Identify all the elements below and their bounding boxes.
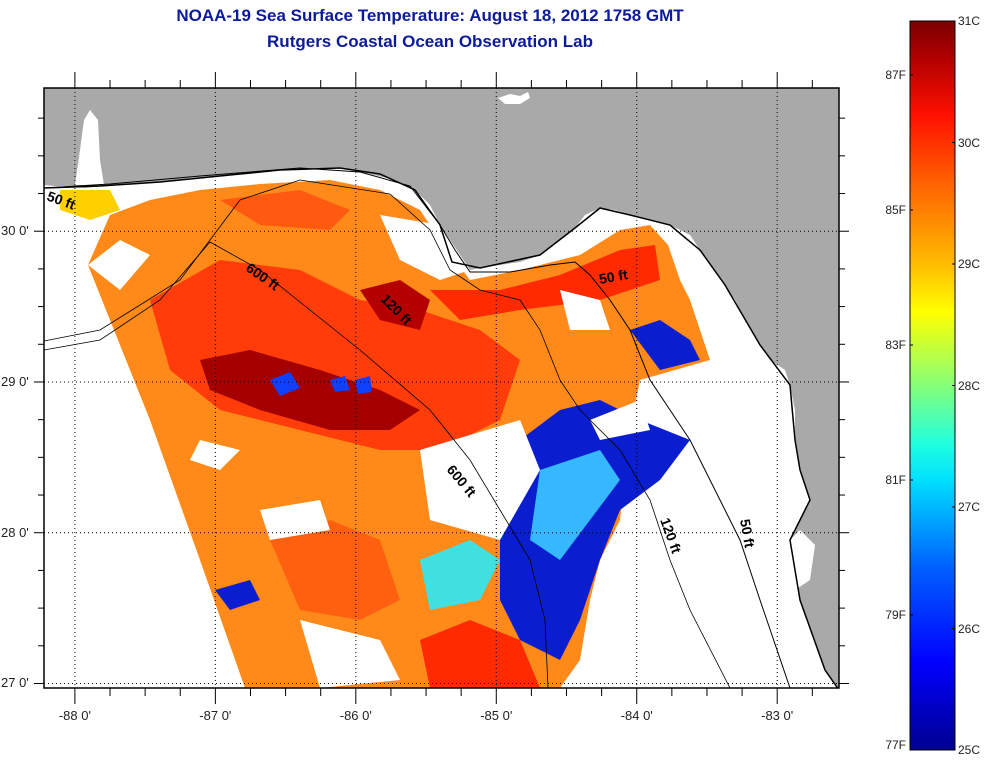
coastline <box>44 167 839 688</box>
cloud-patch <box>300 620 400 688</box>
colorbar-label-fahrenheit: 83F <box>885 338 906 352</box>
colorbar-label-fahrenheit: 87F <box>885 68 906 82</box>
colorbar <box>909 20 956 751</box>
axis-ticks <box>34 72 849 704</box>
cloud-patch <box>560 290 610 330</box>
colorbar-label-celsius: 26C <box>958 621 981 636</box>
colorbar-label-celsius: 30C <box>958 135 981 150</box>
sst-hot-core <box>200 350 420 430</box>
land-peninsula <box>75 110 104 185</box>
sst-upper-red <box>430 245 660 320</box>
cloud-patch <box>380 215 470 280</box>
latitude-label: 28 0' <box>1 524 29 540</box>
contour-label: 50 ft <box>598 266 629 287</box>
sst-upper-left <box>220 190 350 230</box>
longitude-label: -85 0' <box>480 708 513 723</box>
longitude-label: -87 0' <box>199 708 232 723</box>
colorbar-label-fahrenheit: 85F <box>885 203 906 217</box>
cloud-patch <box>590 400 650 440</box>
colorbar-label-fahrenheit: 79F <box>885 608 906 622</box>
land-bay <box>780 530 815 590</box>
longitude-label: -84 0' <box>620 708 653 723</box>
longitude-label: -86 0' <box>339 708 372 723</box>
map-title: NOAA-19 Sea Surface Temperature: August … <box>176 6 684 25</box>
sst-hot-patch <box>360 280 430 330</box>
cloud-patch <box>420 420 540 540</box>
sst-cool-east <box>500 400 690 660</box>
latitude-label: 29 0' <box>1 373 29 389</box>
colorbar-label-celsius: 29C <box>958 257 981 271</box>
cloud-patch <box>88 240 150 290</box>
colorbar-label-celsius: 25C <box>958 743 981 757</box>
colorbar-label-celsius: 27C <box>958 500 981 514</box>
longitude-label: -83 0' <box>761 708 794 723</box>
cloud-patch <box>260 500 330 540</box>
sst-blue-south <box>215 580 260 610</box>
colorbar-ticks <box>910 20 955 751</box>
cloud-patch <box>600 520 720 620</box>
sst-south-warm <box>270 520 400 620</box>
sst-south-red <box>420 620 540 688</box>
colorbar-label-fahrenheit: 77F <box>885 738 906 752</box>
sst-swath <box>60 180 720 688</box>
latitude-label: 27 0' <box>1 675 29 691</box>
colorbar-label-celsius: 28C <box>958 378 981 393</box>
cloud-patch <box>190 440 240 470</box>
sst-cyan-south <box>420 540 500 610</box>
colorbar-label-fahrenheit: 81F <box>885 473 906 487</box>
sst-blue-ne <box>630 320 700 370</box>
longitude-label: -88 0' <box>58 708 91 723</box>
sst-cool-spots <box>270 372 372 396</box>
map-subtitle: Rutgers Coastal Ocean Observation Lab <box>267 32 593 51</box>
contour-600ft <box>44 241 549 688</box>
land-white-spot <box>498 92 530 104</box>
latitude-label: 30 0' <box>1 223 29 239</box>
land-area <box>44 88 839 688</box>
colorbar-label-celsius: 31C <box>958 14 981 28</box>
contour-120ft <box>44 179 731 688</box>
map-frame <box>43 87 840 689</box>
contour-50ft <box>44 167 791 688</box>
contour-label: 50 ft <box>737 518 758 549</box>
map-grid <box>44 88 839 688</box>
